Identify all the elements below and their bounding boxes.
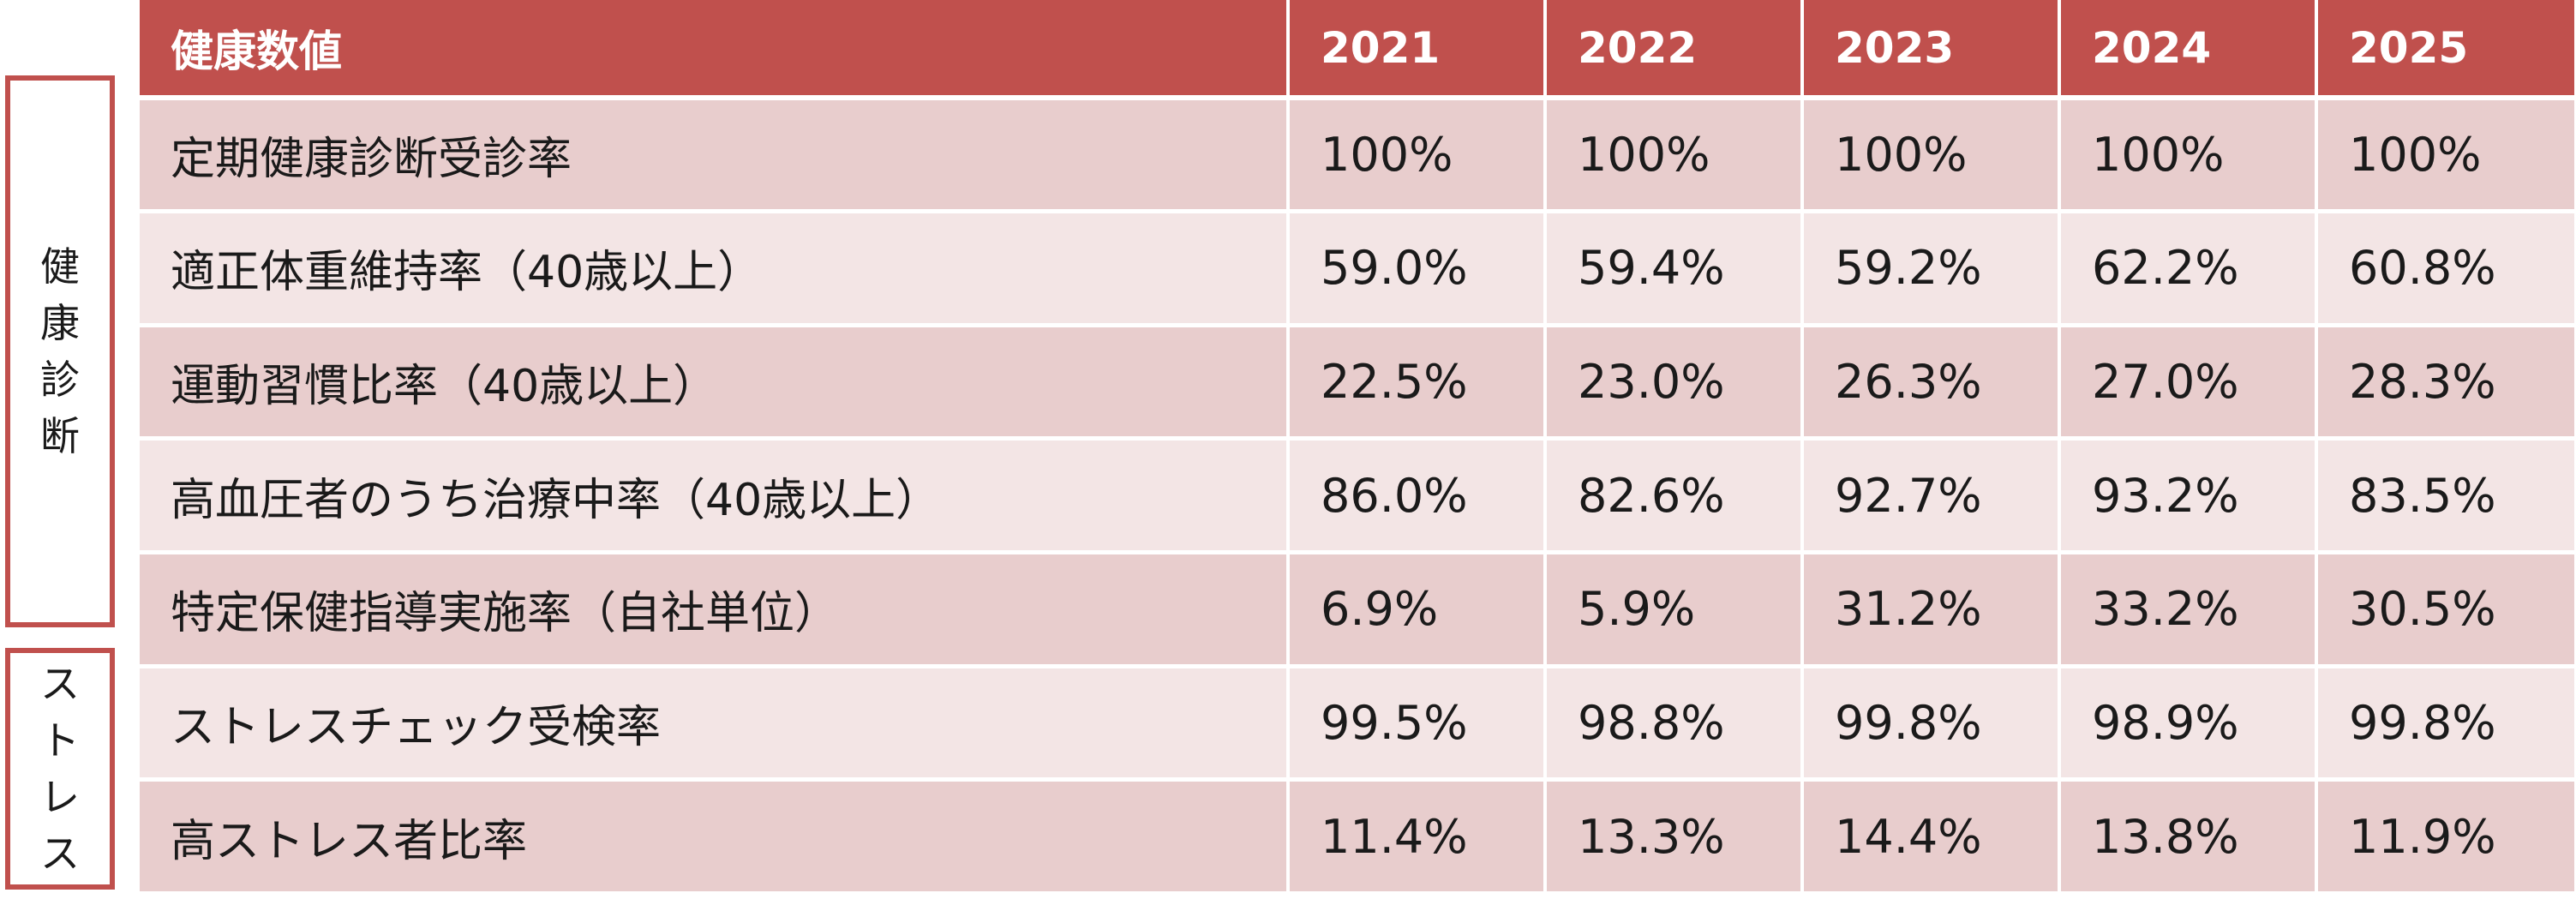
value-cell: 62.2% bbox=[2059, 211, 2318, 327]
value-cell: 11.4% bbox=[1288, 779, 1547, 896]
row-label: 特定保健指導実施率（自社単位） bbox=[140, 552, 1290, 668]
health-metrics-table: 健康数値 2021 2022 2023 2024 2025 定期健康診断受診率 … bbox=[140, 0, 2574, 896]
header-label-cell: 健康数値 bbox=[140, 0, 1290, 100]
value-cell: 99.8% bbox=[2316, 666, 2574, 782]
value-cell: 60.8% bbox=[2316, 211, 2574, 327]
group-label-char: ス bbox=[40, 830, 80, 877]
value-cell: 100% bbox=[1288, 98, 1547, 214]
row-label: ストレスチェック受検率 bbox=[140, 666, 1290, 782]
value-cell: 26.3% bbox=[1802, 325, 2061, 441]
row-label: 高ストレス者比率 bbox=[140, 779, 1290, 896]
value-cell: 59.4% bbox=[1545, 211, 1804, 327]
value-cell: 83.5% bbox=[2316, 438, 2574, 555]
value-cell: 27.0% bbox=[2059, 325, 2318, 441]
table-header-row: 健康数値 2021 2022 2023 2024 2025 bbox=[140, 0, 2574, 100]
group-label-char: ス bbox=[40, 661, 80, 707]
group-label-char: レ bbox=[40, 774, 80, 820]
header-year-cell: 2021 bbox=[1288, 0, 1547, 100]
value-cell: 30.5% bbox=[2316, 552, 2574, 668]
value-cell: 59.2% bbox=[1802, 211, 2061, 327]
value-cell: 13.8% bbox=[2059, 779, 2318, 896]
value-cell: 59.0% bbox=[1288, 211, 1547, 327]
value-cell: 6.9% bbox=[1288, 552, 1547, 668]
value-cell: 23.0% bbox=[1545, 325, 1804, 441]
table-row: 定期健康診断受診率 100% 100% 100% 100% 100% bbox=[140, 98, 2574, 214]
value-cell: 99.5% bbox=[1288, 666, 1547, 782]
value-cell: 11.9% bbox=[2316, 779, 2574, 896]
header-year-cell: 2023 bbox=[1802, 0, 2061, 100]
row-label: 定期健康診断受診率 bbox=[140, 98, 1290, 214]
value-cell: 28.3% bbox=[2316, 325, 2574, 441]
table-row: 高血圧者のうち治療中率（40歳以上） 86.0% 82.6% 92.7% 93.… bbox=[140, 438, 2574, 555]
value-cell: 92.7% bbox=[1802, 438, 2061, 555]
value-cell: 100% bbox=[1545, 98, 1804, 214]
table-row: ストレスチェック受検率 99.5% 98.8% 99.8% 98.9% 99.8… bbox=[140, 666, 2574, 782]
value-cell: 31.2% bbox=[1802, 552, 2061, 668]
value-cell: 5.9% bbox=[1545, 552, 1804, 668]
value-cell: 93.2% bbox=[2059, 438, 2318, 555]
row-label: 高血圧者のうち治療中率（40歳以上） bbox=[140, 438, 1290, 555]
table-row: 特定保健指導実施率（自社単位） 6.9% 5.9% 31.2% 33.2% 30… bbox=[140, 552, 2574, 668]
row-label: 運動習慣比率（40歳以上） bbox=[140, 325, 1290, 441]
value-cell: 33.2% bbox=[2059, 552, 2318, 668]
table-row: 運動習慣比率（40歳以上） 22.5% 23.0% 26.3% 27.0% 28… bbox=[140, 325, 2574, 441]
health-checkup-group-label: 健 康 診 断 bbox=[5, 75, 115, 627]
value-cell: 99.8% bbox=[1802, 666, 2061, 782]
row-label: 適正体重維持率（40歳以上） bbox=[140, 211, 1290, 327]
value-cell: 98.9% bbox=[2059, 666, 2318, 782]
value-cell: 100% bbox=[1802, 98, 2061, 214]
value-cell: 98.8% bbox=[1545, 666, 1804, 782]
table-row: 高ストレス者比率 11.4% 13.3% 14.4% 13.8% 11.9% bbox=[140, 779, 2574, 896]
value-cell: 22.5% bbox=[1288, 325, 1547, 441]
header-year-cell: 2024 bbox=[2059, 0, 2318, 100]
value-cell: 14.4% bbox=[1802, 779, 2061, 896]
value-cell: 13.3% bbox=[1545, 779, 1804, 896]
group-label-char: 診 bbox=[40, 357, 80, 403]
group-label-char: 康 bbox=[40, 300, 80, 346]
value-cell: 100% bbox=[2316, 98, 2574, 214]
stress-group-label: ス ト レ ス bbox=[5, 648, 115, 890]
header-year-cell: 2025 bbox=[2316, 0, 2574, 100]
group-label-char: 健 bbox=[40, 243, 80, 290]
group-label-char: ト bbox=[40, 717, 80, 764]
header-year-cell: 2022 bbox=[1545, 0, 1804, 100]
table-row: 適正体重維持率（40歳以上） 59.0% 59.4% 59.2% 62.2% 6… bbox=[140, 211, 2574, 327]
value-cell: 86.0% bbox=[1288, 438, 1547, 555]
value-cell: 100% bbox=[2059, 98, 2318, 214]
value-cell: 82.6% bbox=[1545, 438, 1804, 555]
group-label-char: 断 bbox=[40, 413, 80, 459]
